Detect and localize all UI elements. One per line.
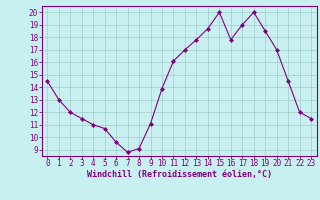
X-axis label: Windchill (Refroidissement éolien,°C): Windchill (Refroidissement éolien,°C) [87,170,272,179]
